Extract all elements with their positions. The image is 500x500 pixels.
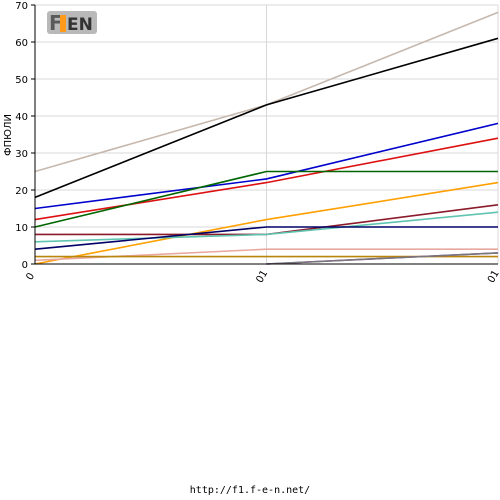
series-line-5 (34, 170, 498, 228)
series-line-13 (266, 252, 499, 265)
y-tick-label: 50 (15, 75, 28, 86)
y-tick-label: 30 (15, 149, 28, 160)
x-tick-label: 01 (486, 268, 500, 285)
y-tick-label: 40 (15, 112, 28, 123)
y-tick-label: 70 (15, 1, 28, 12)
y-tick-label: 0 (22, 260, 28, 271)
grid (34, 4, 499, 265)
x-tick-label: 0 (24, 271, 37, 282)
y-axis-label: ФПЮЛИ (3, 114, 14, 156)
x-tick-label: 01 (254, 268, 270, 285)
series-line-4 (34, 137, 499, 221)
x-tick-labels: 0 01 01 (24, 268, 500, 285)
fen-logo: F EN (47, 9, 99, 36)
series-line-2 (34, 37, 499, 199)
svg-text:F: F (49, 11, 63, 35)
footer-url[interactable]: http://f1.f-e-n.net/ (189, 485, 311, 496)
series-lines (34, 11, 499, 265)
series-line-9 (34, 226, 498, 250)
y-tick-label: 20 (15, 186, 28, 197)
y-tick-labels: 0 10 20 30 40 50 60 70 (15, 1, 35, 271)
y-tick-label: 60 (15, 38, 28, 49)
series-line-6 (34, 181, 499, 265)
y-tick-label: 10 (15, 223, 28, 234)
series-line-3 (34, 122, 499, 210)
axes (34, 5, 498, 265)
series-line-8 (34, 211, 499, 243)
svg-text:EN: EN (67, 15, 93, 35)
